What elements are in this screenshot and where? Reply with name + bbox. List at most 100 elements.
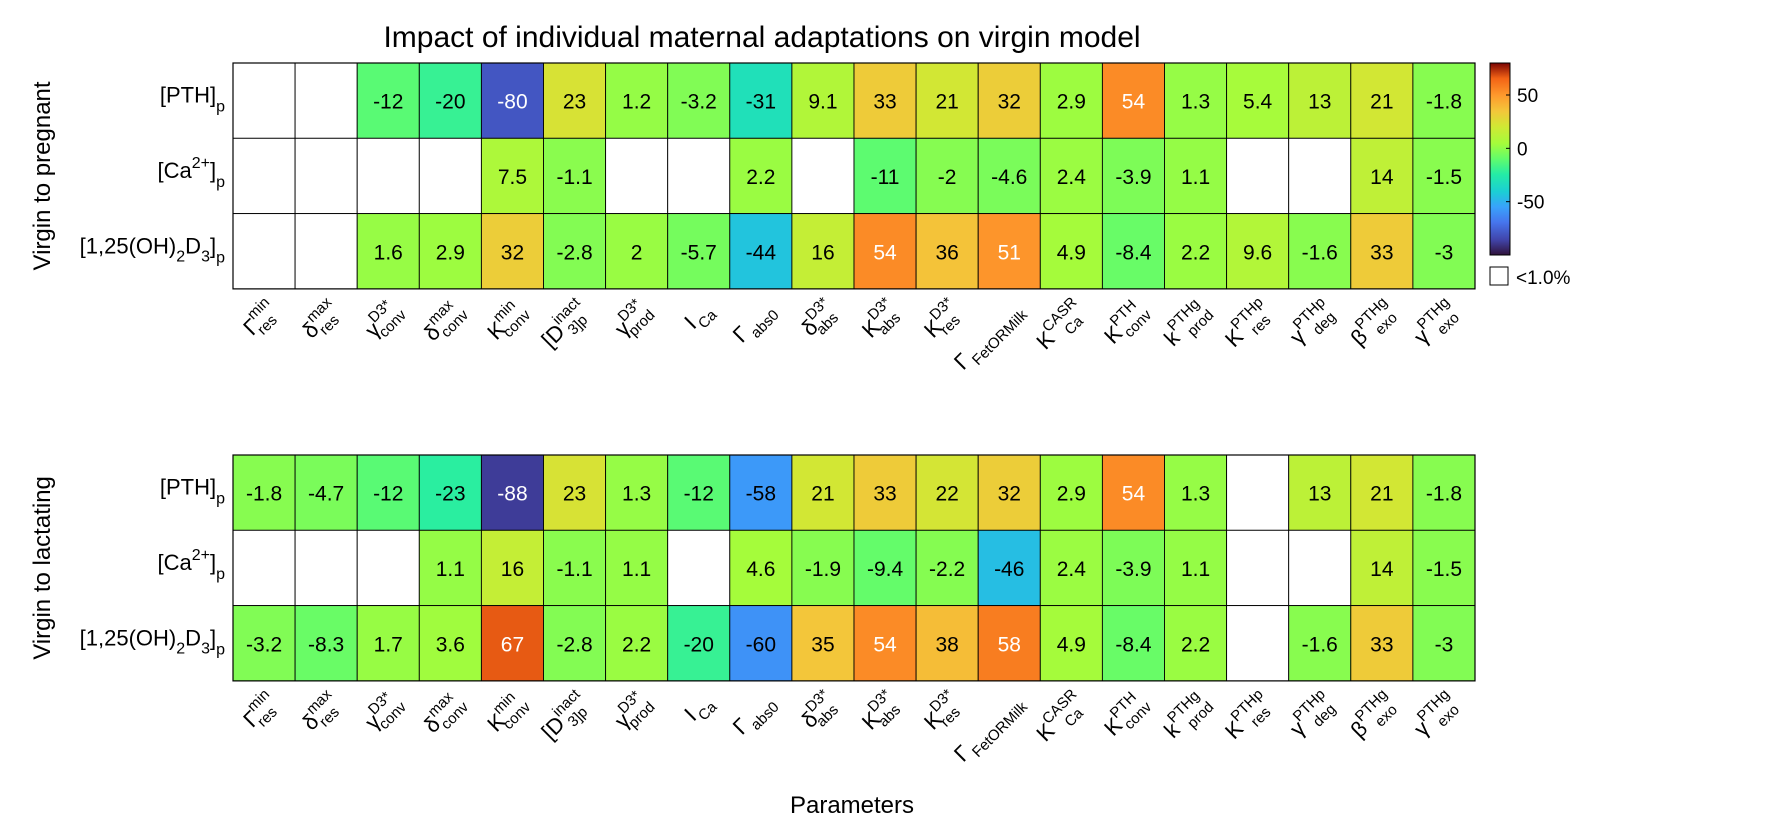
heatmap-cell: [543, 605, 607, 682]
heatmap-cell: [1226, 454, 1290, 531]
x-tick-label: ΓFetORMilk: [949, 296, 1031, 378]
x-tick-label: kPTHgprod: [1156, 294, 1217, 355]
x-tick-label: KCASRCa: [1029, 686, 1094, 751]
cell-value: 1.3: [622, 483, 651, 506]
cell-value: 21: [1370, 91, 1393, 114]
heatmap-cell: [729, 137, 793, 215]
heatmap-cell: [232, 213, 296, 290]
heatmap-cell: [667, 454, 731, 531]
heatmap-cell: [1288, 137, 1352, 215]
heatmap-cell: [1039, 605, 1103, 682]
cell-value: 33: [1370, 633, 1393, 656]
cell-value: 2.4: [1057, 558, 1087, 581]
cell-value: 54: [1122, 483, 1146, 506]
cell-value: -80: [497, 91, 527, 114]
heatmap-cell: [418, 62, 482, 139]
heatmap-cell: [791, 62, 855, 139]
cell-value: 67: [501, 633, 524, 656]
cell-value: -1.8: [1426, 483, 1462, 506]
x-tick-label: Kminconv: [479, 686, 534, 741]
heatmap-cell: [418, 454, 482, 531]
cell-value: 2.9: [1057, 91, 1086, 114]
cell-value: 1.1: [1181, 558, 1210, 581]
cell-value: -3: [1435, 633, 1454, 656]
cell-value: -20: [684, 633, 714, 656]
heatmap-cell: [418, 529, 482, 607]
x-tick-label: γD3*prod: [607, 686, 659, 738]
cell-value: -1.8: [246, 483, 282, 506]
cell-value: 2.2: [1181, 241, 1210, 264]
x-tick-label: KD3*abs: [854, 294, 907, 347]
colorbar-tick-label: 50: [1517, 86, 1538, 107]
cell-value: -8.3: [308, 633, 344, 656]
cell-value: -8.4: [1115, 241, 1152, 264]
cell-value: -3.2: [681, 91, 717, 114]
heatmap-cell: [1226, 529, 1290, 607]
heatmap-cell: [232, 454, 296, 531]
x-tick-label: γD3*prod: [607, 294, 659, 346]
heatmap-cell: [1164, 137, 1228, 215]
heatmap-cell: [853, 605, 917, 682]
cell-value: 1.7: [374, 633, 403, 656]
heatmap-cell: [232, 605, 296, 682]
x-tick-label: KPTHpres: [1217, 686, 1279, 748]
x-tick-label: KPTHconv: [1096, 686, 1155, 745]
heatmap-cell: [791, 605, 855, 682]
heatmap-cell: [294, 529, 358, 607]
cell-value: -1.5: [1426, 166, 1462, 189]
cell-value: -12: [684, 483, 714, 506]
x-tick-label: γD3*conv: [357, 294, 410, 347]
heatmap-cell: [1288, 213, 1352, 290]
heatmap-cell: [977, 605, 1041, 682]
x-tick-label: Γminres: [235, 686, 285, 736]
cell-value: -4.6: [991, 166, 1027, 189]
cell-value: -88: [497, 483, 527, 506]
heatmap-cell: [605, 62, 669, 139]
cell-value: 58: [998, 633, 1021, 656]
x-tick-label: KD3*res: [916, 686, 969, 739]
cell-value: 22: [935, 483, 958, 506]
heatmap-cell: [1412, 454, 1476, 531]
heatmap-cell: [418, 213, 482, 290]
heatmap-cell: [1039, 454, 1103, 531]
x-tick-label: ICa: [679, 296, 721, 338]
cell-value: -1.9: [805, 558, 841, 581]
cell-value: -3.9: [1115, 558, 1151, 581]
chart-title: Impact of individual maternal adaptation…: [383, 21, 1140, 54]
heatmap-cell: [605, 454, 669, 531]
cell-value: 2: [631, 241, 643, 264]
heatmap-cell: [1101, 529, 1165, 607]
x-tick-label: Γminres: [235, 294, 285, 344]
row-label: [PTH]p: [160, 475, 225, 508]
heatmap-cell: [915, 137, 979, 215]
cell-value: 16: [811, 241, 834, 264]
panel-y-label: Virgin to lactating: [29, 476, 56, 660]
row-label: [1,25(OH)2D3]p: [80, 233, 225, 266]
cell-value: -8.4: [1115, 633, 1152, 656]
cell-value: -3.2: [246, 633, 282, 656]
heatmap-cell: [605, 605, 669, 682]
cell-value: -12: [373, 483, 403, 506]
heatmap-cell: [1039, 137, 1103, 215]
heatmap-cell: [1350, 137, 1414, 215]
x-tick-label: Γabs0: [728, 297, 783, 352]
colorbar-gradient: [1489, 62, 1511, 256]
cell-value: 38: [935, 633, 958, 656]
heatmap-cell: [480, 137, 544, 215]
heatmap-cell: [853, 213, 917, 290]
heatmap-cell: [232, 137, 296, 215]
cell-value: 2.2: [1181, 633, 1210, 656]
cell-value: -58: [746, 483, 776, 506]
cell-value: -2.8: [556, 633, 592, 656]
x-tick-label: KPTHconv: [1096, 294, 1155, 353]
cell-value: 16: [501, 558, 524, 581]
cell-value: 2.4: [1057, 166, 1087, 189]
heatmap-cell: [1288, 454, 1352, 531]
heatmap-cell: [356, 454, 420, 531]
heatmap-cell: [1226, 137, 1290, 215]
cell-value: 4.9: [1057, 633, 1086, 656]
x-tick-label: KD3*abs: [854, 686, 907, 739]
cell-value: -3.9: [1115, 166, 1151, 189]
heatmap-cell: [1101, 213, 1165, 290]
colorbar: 50 0 -50 <1.0%: [1489, 62, 1571, 289]
